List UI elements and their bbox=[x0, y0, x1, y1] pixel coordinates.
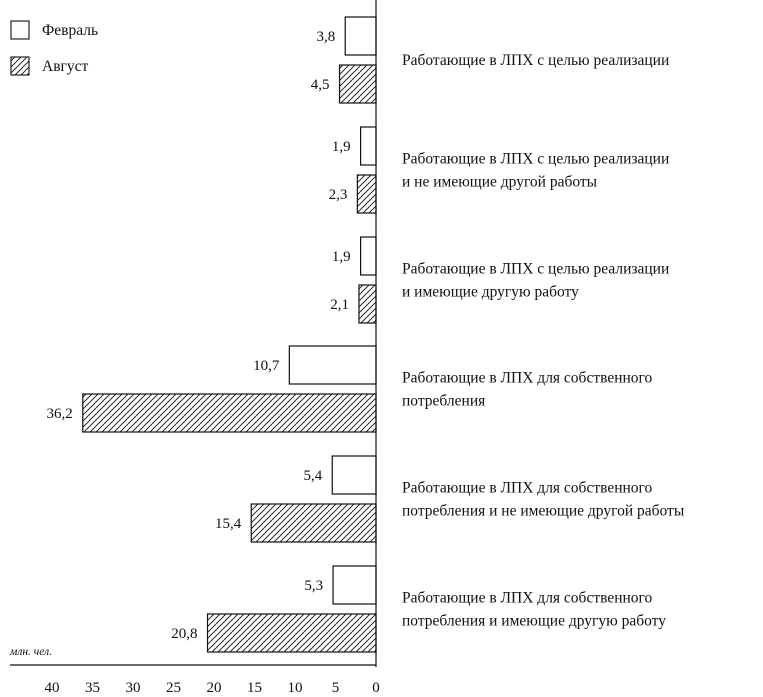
value-label-february-4: 10,7 bbox=[253, 358, 280, 374]
value-label-february-1: 3,8 bbox=[316, 29, 335, 45]
x-tick-label-15: 15 bbox=[247, 680, 262, 696]
x-tick-label-5: 5 bbox=[332, 680, 340, 696]
value-label-august-2: 2,3 bbox=[329, 187, 348, 203]
value-label-august-5: 15,4 bbox=[215, 516, 242, 532]
bar-august-1 bbox=[338, 64, 377, 104]
bar-february-6 bbox=[332, 565, 377, 605]
x-tick-label-25: 25 bbox=[166, 680, 181, 696]
category-labels: Работающие в ЛПХ с целью реализации Работ… bbox=[402, 52, 685, 630]
value-label-august-4: 36,2 bbox=[47, 406, 73, 422]
bar-february-1 bbox=[344, 16, 377, 56]
value-label-february-3: 1,9 bbox=[332, 249, 351, 265]
unit-label: млн. чел. bbox=[9, 646, 52, 658]
category-label-5-line-1: Работающие в ЛПХ для собственного bbox=[402, 480, 653, 497]
value-label-august-1: 4,5 bbox=[311, 77, 330, 93]
legend-swatch-february bbox=[10, 20, 30, 40]
legend-swatch-august bbox=[10, 56, 30, 76]
category-label-1-line-1: Работающие в ЛПХ с целью реализации bbox=[402, 52, 669, 69]
x-tick-label-0: 0 bbox=[372, 680, 380, 696]
category-label-6-line-2: потребления и имеющие другую работу bbox=[402, 613, 666, 630]
bar-august-4 bbox=[82, 393, 377, 433]
x-tick-label-30: 30 bbox=[126, 680, 141, 696]
bar-february-5 bbox=[331, 455, 377, 495]
x-axis: 40 35 30 25 20 15 10 5 0 млн. чел. bbox=[9, 0, 380, 696]
legend-label-august: Август bbox=[42, 58, 88, 75]
value-label-february-6: 5,3 bbox=[304, 578, 323, 594]
x-tick-label-35: 35 bbox=[85, 680, 100, 696]
value-label-august-3: 2,1 bbox=[330, 297, 349, 313]
value-label-february-2: 1,9 bbox=[332, 139, 351, 155]
x-tick-label-10: 10 bbox=[288, 680, 303, 696]
category-label-6-line-1: Работающие в ЛПХ для собственного bbox=[402, 590, 653, 607]
bar-february-3 bbox=[360, 236, 377, 276]
value-label-august-6: 20,8 bbox=[171, 626, 197, 642]
bar-value-labels: 3,8 1,9 1,9 10,7 5,4 5,3 4,5 2,3 2,1 36,2 15,4 20,8 bbox=[47, 29, 351, 642]
category-label-4-line-2: потребления bbox=[402, 393, 485, 410]
category-label-4-line-1: Работающие в ЛПХ для собственного bbox=[402, 370, 653, 387]
bar-february-2 bbox=[360, 126, 377, 166]
bar-august-6 bbox=[206, 613, 377, 653]
bar-august-5 bbox=[250, 503, 377, 543]
bar-february-4 bbox=[288, 345, 377, 385]
category-label-2-line-1: Работающие в ЛПХ с целью реализации bbox=[402, 151, 669, 168]
x-tick-label-40: 40 bbox=[45, 680, 60, 696]
bar-august-2 bbox=[356, 174, 377, 214]
legend-label-february: Февраль bbox=[42, 22, 98, 39]
value-label-february-5: 5,4 bbox=[304, 468, 323, 484]
bar-august-3 bbox=[358, 284, 377, 324]
category-label-2-line-2: и не имеющие другой работы bbox=[402, 174, 598, 191]
category-label-5-line-2: потребления и не имеющие другой работы bbox=[402, 503, 685, 520]
chart-legend: Февраль Август bbox=[10, 20, 98, 76]
bars-group bbox=[82, 16, 377, 653]
category-label-3-line-1: Работающие в ЛПХ с целью реализации bbox=[402, 261, 669, 278]
category-label-3-line-2: и имеющие другую работу bbox=[402, 284, 579, 301]
x-tick-label-20: 20 bbox=[207, 680, 222, 696]
